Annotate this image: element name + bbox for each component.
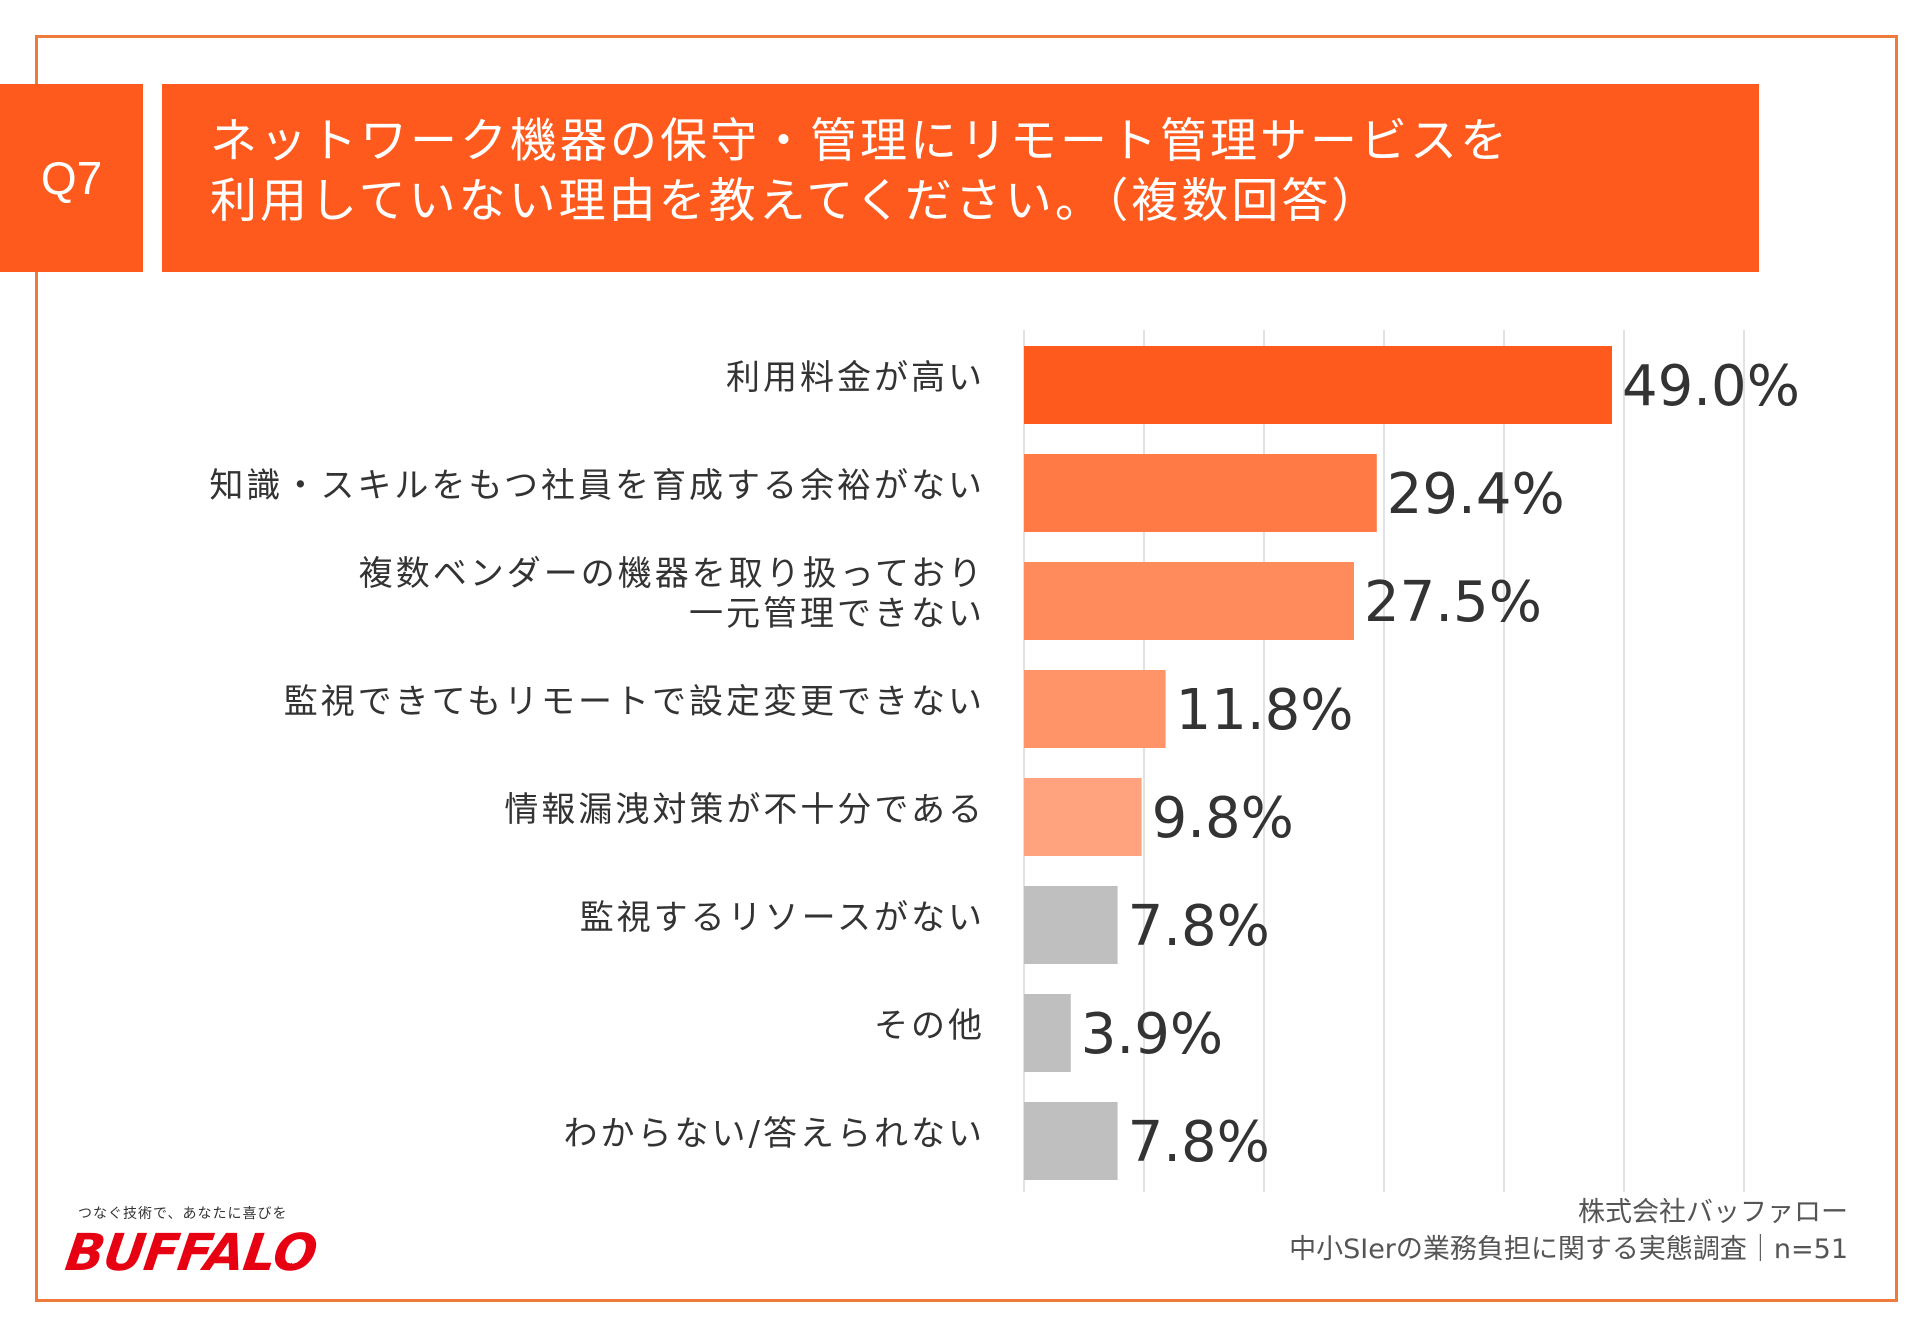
value-label: 7.8% <box>1128 1110 1270 1175</box>
question-title-line-2: 利用していない理由を教えてください。（複数回答） <box>210 174 1382 229</box>
category-label: 複数ベンダーの機器を取り扱っており <box>359 554 985 594</box>
bar <box>1024 670 1166 748</box>
footer-survey: 中小SIerの業務負担に関する実態調査｜n=51 <box>1289 1234 1848 1265</box>
value-label: 27.5% <box>1364 570 1542 635</box>
value-label: 9.8% <box>1152 786 1294 851</box>
value-label: 49.0% <box>1622 354 1800 419</box>
value-labels: 49.0% 29.4% 27.5%11.8% 9.8% 7.8% 3.9% 7.8% <box>1081 354 1800 1175</box>
bar <box>1024 1102 1118 1180</box>
footer: 株式会社バッファロー 中小SIerの業務負担に関する実態調査｜n=51 <box>1289 1194 1848 1268</box>
category-label: 監視するリソースがない <box>580 898 985 938</box>
category-labels: 利用料金が高い知識・スキルをもつ社員を育成する余裕がない複数ベンダーの機器を取り… <box>209 358 985 1154</box>
bar <box>1024 562 1354 640</box>
question-title: ネットワーク機器の保守・管理にリモート管理サービスを 利用していない理由を教えて… <box>162 84 1759 272</box>
question-badge: Q7 <box>0 84 143 272</box>
question-title-line-1: ネットワーク機器の保守・管理にリモート管理サービスを <box>210 114 1510 169</box>
footer-company: 株式会社バッファロー <box>1578 1197 1848 1228</box>
bar <box>1024 778 1142 856</box>
bar <box>1024 994 1071 1072</box>
value-label: 11.8% <box>1176 678 1354 743</box>
bar <box>1024 346 1612 424</box>
category-label: 利用料金が高い <box>726 358 985 398</box>
bar <box>1024 886 1118 964</box>
value-label: 7.8% <box>1128 894 1270 959</box>
category-label: 知識・スキルをもつ社員を育成する余裕がない <box>209 466 985 506</box>
logo-trademark: TM <box>285 1262 297 1271</box>
category-label: わからない/答えられない <box>564 1114 985 1154</box>
logo-tagline: つなぐ技術で、あなたに喜びを <box>78 1206 288 1222</box>
value-label: 3.9% <box>1081 1002 1223 1067</box>
bar <box>1024 454 1377 532</box>
buffalo-logo: BUFFALO <box>61 1224 321 1283</box>
bars <box>1024 346 1612 1180</box>
slide-frame <box>35 35 1898 1302</box>
value-label: 29.4% <box>1387 462 1565 527</box>
category-label: その他 <box>874 1006 985 1046</box>
category-label: 監視できてもリモートで設定変更できない <box>284 682 985 722</box>
category-label: 一元管理できない <box>689 594 985 634</box>
category-label: 情報漏洩対策が不十分である <box>504 790 985 830</box>
